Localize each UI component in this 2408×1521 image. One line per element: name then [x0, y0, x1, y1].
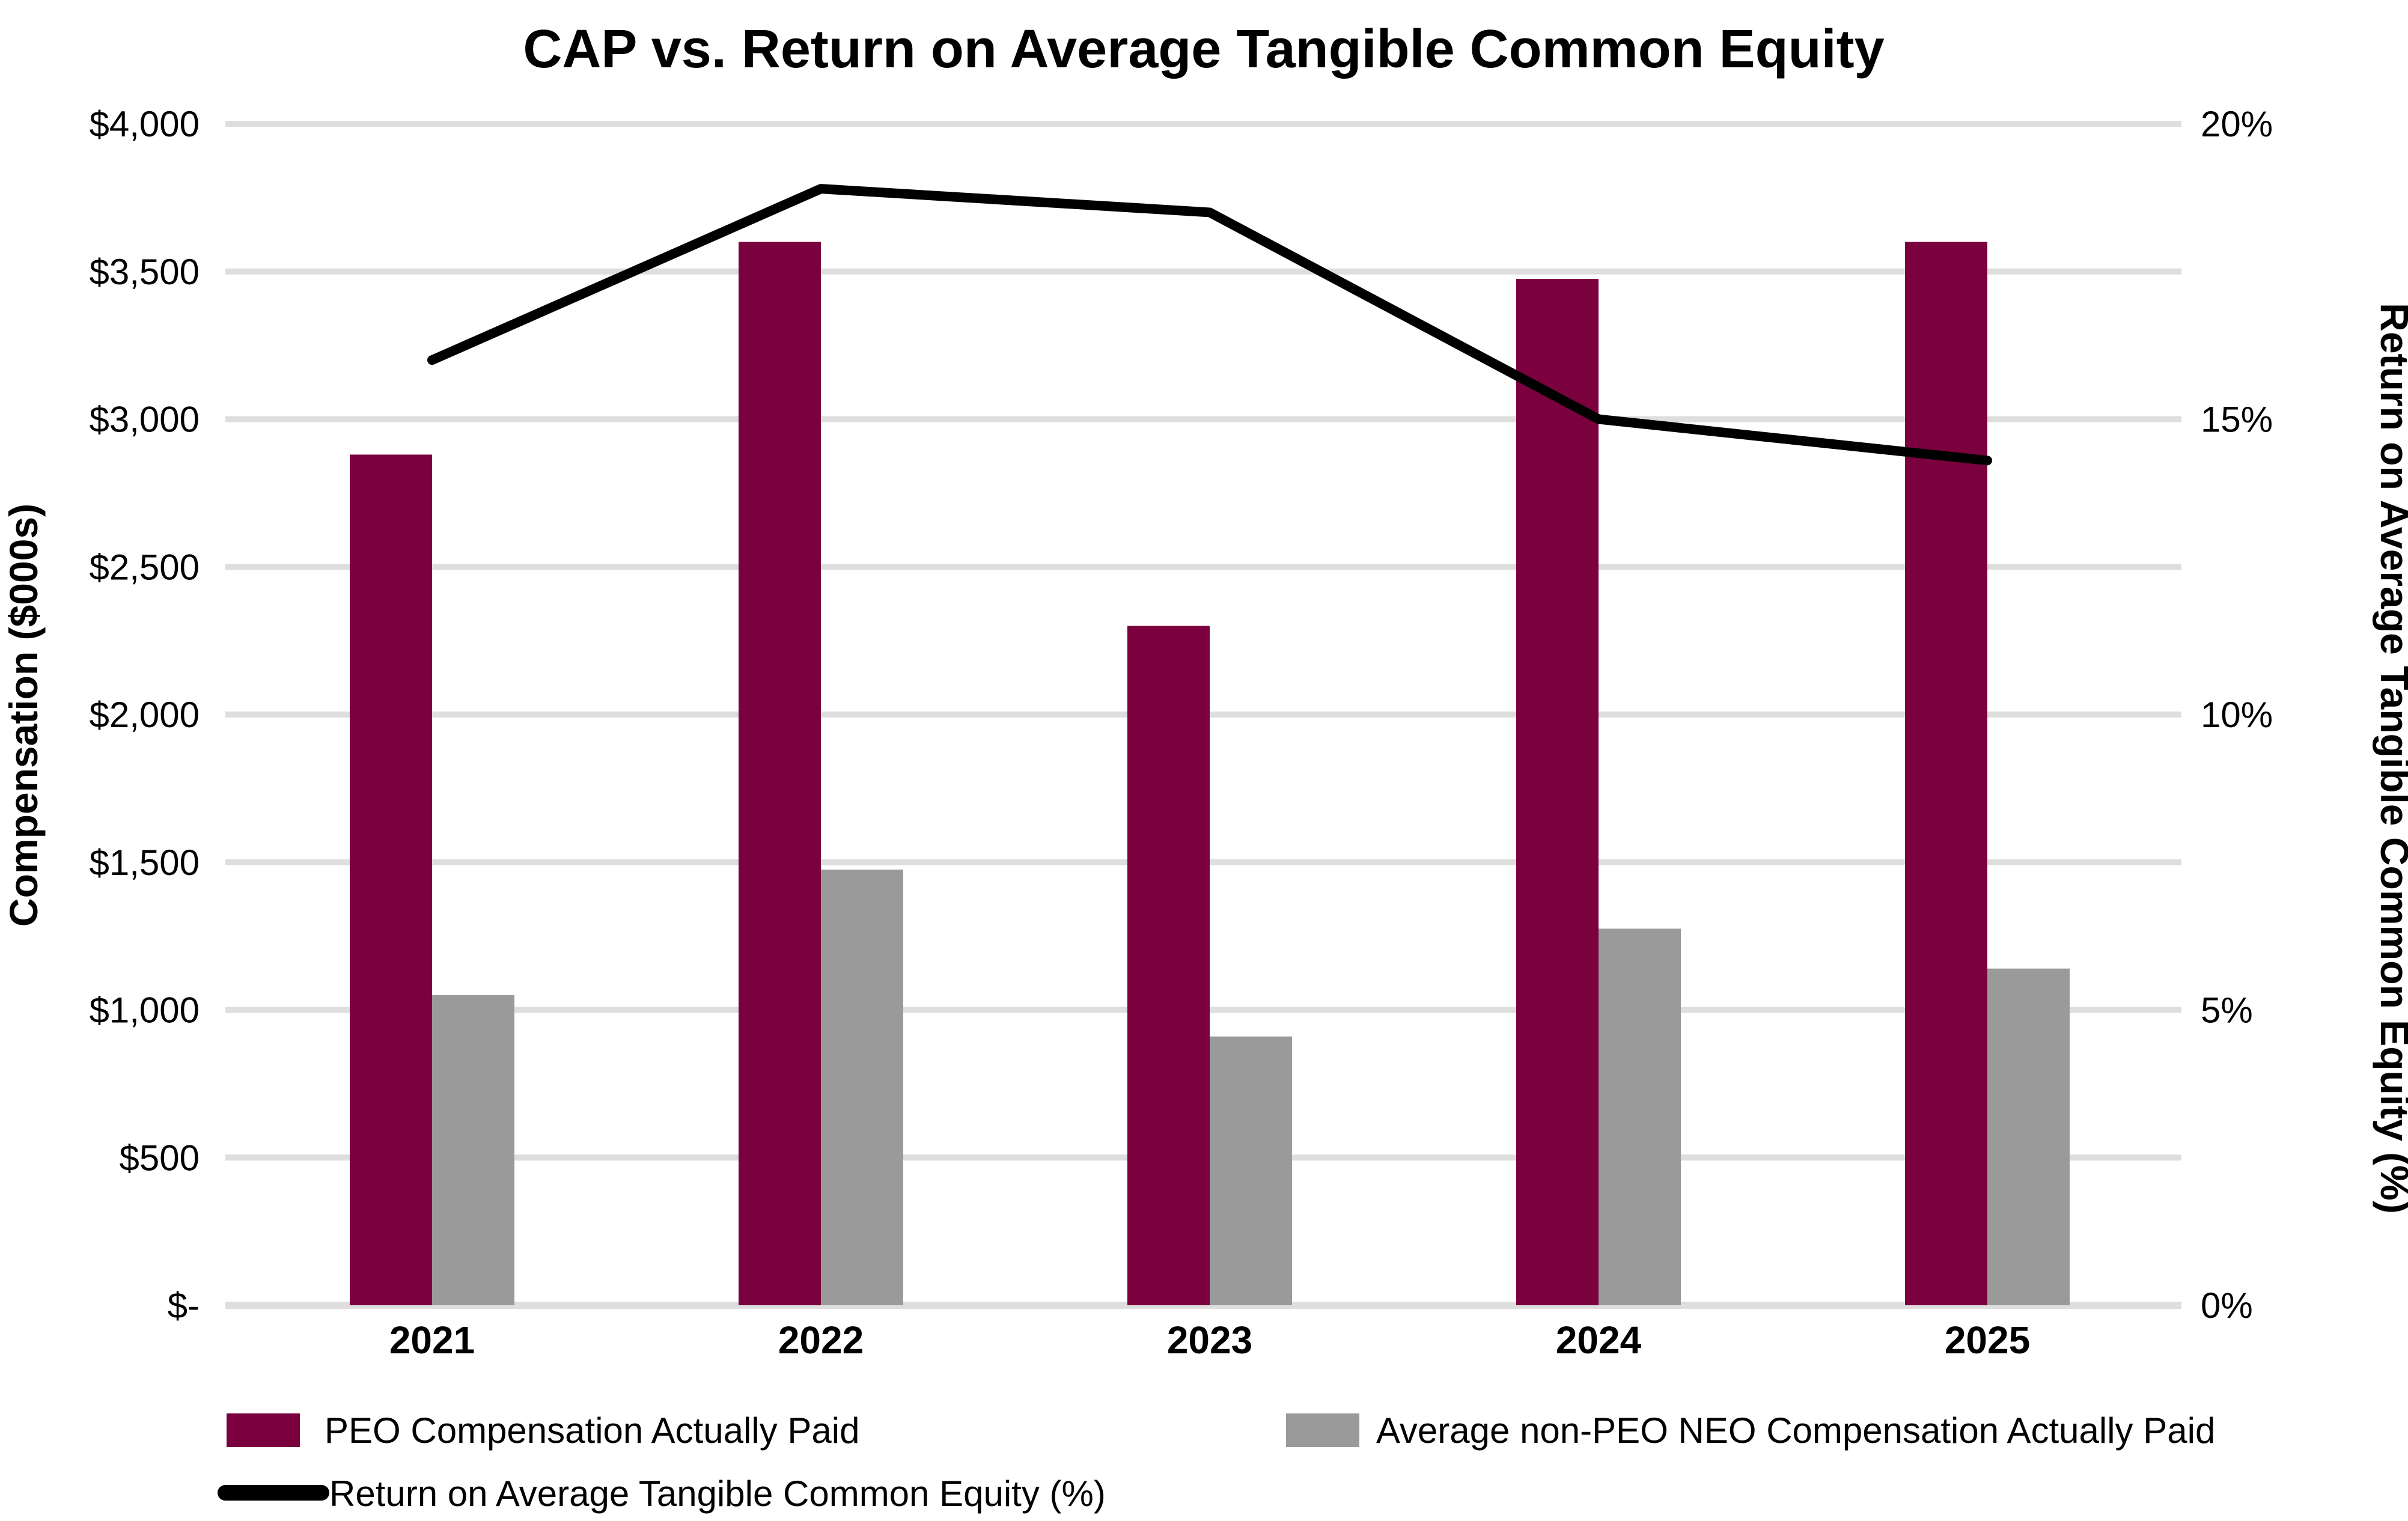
- legend-swatch-neo: [1286, 1413, 1359, 1447]
- left-axis-title: Compensation ($000s): [1, 504, 46, 927]
- right-axis-tick: 15%: [2201, 400, 2273, 440]
- left-axis-tick: $2,500: [89, 547, 200, 587]
- line-series: [427, 184, 1992, 466]
- right-axis-tick: 0%: [2201, 1285, 2253, 1326]
- bar-neo-2025: [1987, 968, 2070, 1305]
- x-axis-labels: 2021 2022 2023 2024 2025: [389, 1318, 2030, 1362]
- legend-label-neo: Average non-PEO NEO Compensation Actuall…: [1376, 1410, 2215, 1451]
- roatce-line: [427, 184, 1992, 466]
- bar-neo-2023: [1210, 1036, 1292, 1305]
- legend-label-peo: PEO Compensation Actually Paid: [325, 1410, 859, 1451]
- left-axis-tick-labels: $4,000 $3,500 $3,000 $2,500 $2,000 $1,500 $1,0…: [89, 104, 200, 1326]
- bar-peo-2021: [350, 454, 432, 1305]
- right-axis-tick: 10%: [2201, 695, 2273, 735]
- left-axis-tick: $-: [168, 1285, 200, 1326]
- legend-swatch-peo: [227, 1413, 300, 1447]
- left-axis-tick: $2,000: [89, 695, 200, 735]
- x-axis-label-2022: 2022: [778, 1318, 864, 1362]
- right-axis-tick-labels: 20% 15% 10% 5% 0%: [2201, 104, 2273, 1326]
- x-axis-label-2023: 2023: [1167, 1318, 1252, 1362]
- x-axis-label-2021: 2021: [389, 1318, 475, 1362]
- bar-neo-2021: [432, 995, 514, 1305]
- bar-peo-2025: [1905, 242, 1987, 1306]
- left-axis-tick: $4,000: [89, 104, 200, 144]
- bar-neo-2024: [1599, 928, 1681, 1305]
- right-axis-title: Return on Average Tangible Common Equity…: [2373, 303, 2408, 1214]
- right-axis-tick: 5%: [2201, 990, 2253, 1031]
- x-axis-label-2025: 2025: [1945, 1318, 2030, 1362]
- x-axis-label-2024: 2024: [1556, 1318, 1642, 1362]
- legend: PEO Compensation Actually Paid Average n…: [218, 1410, 2215, 1514]
- left-axis-tick: $1,500: [89, 843, 200, 883]
- right-axis-tick: 20%: [2201, 104, 2273, 144]
- legend-label-roatce: Return on Average Tangible Common Equity…: [329, 1474, 1106, 1514]
- left-axis-tick: $3,000: [89, 400, 200, 440]
- bar-peo-2024: [1516, 279, 1599, 1306]
- left-axis-tick: $3,500: [89, 252, 200, 292]
- left-axis-tick: $500: [120, 1138, 200, 1178]
- bar-peo-2023: [1127, 626, 1210, 1305]
- chart-title: CAP vs. Return on Average Tangible Commo…: [523, 19, 1884, 79]
- bar-series: [350, 242, 2070, 1306]
- bar-neo-2022: [821, 870, 903, 1305]
- bar-peo-2022: [739, 242, 821, 1306]
- left-axis-tick: $1,000: [89, 990, 200, 1031]
